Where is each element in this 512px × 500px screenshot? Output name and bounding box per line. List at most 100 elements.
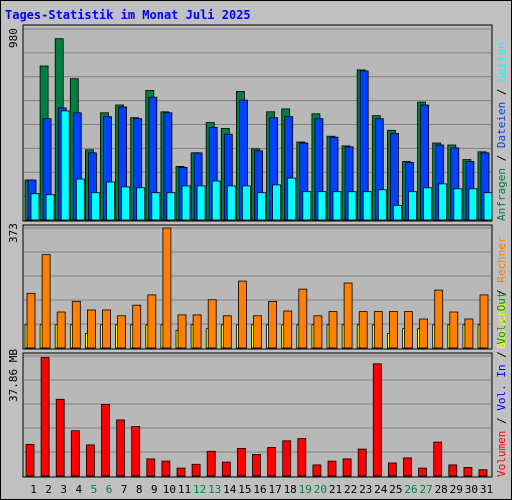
requests-bar-seiten-20 — [317, 191, 327, 221]
visits-ymax-label: 373 — [7, 223, 20, 243]
day-label-2: 2 — [45, 483, 52, 496]
volume-bar-volumen-18 — [282, 440, 292, 477]
visits-bar-rechner-28 — [434, 289, 444, 349]
day-label-8: 8 — [136, 483, 143, 496]
visits-bar-rechner-4 — [71, 300, 81, 349]
volume-bar-volumen-3 — [55, 398, 65, 477]
volume-bar-volumen-7 — [116, 419, 125, 477]
volume-bar-volumen-6 — [101, 403, 110, 477]
day-label-27: 27 — [419, 483, 432, 496]
visits-bar-rechner-31 — [479, 294, 489, 349]
visits-bar-rechner-10 — [162, 227, 172, 349]
day-label-1: 1 — [30, 483, 37, 496]
requests-bar-seiten-24 — [377, 189, 387, 221]
volume-bar-volumen-14 — [221, 461, 231, 477]
visits-bar-rechner-19 — [298, 288, 308, 349]
volume-bar-volumen-12 — [191, 463, 201, 477]
visits-bar-rechner-25 — [388, 311, 398, 349]
requests-bar-seiten-13 — [211, 180, 221, 221]
legend-separator: / — [495, 148, 508, 168]
volume-bar-volumen-26 — [403, 457, 412, 477]
visits-bar-rechner-27 — [419, 318, 429, 349]
visits-bar-rechner-14 — [222, 315, 232, 349]
volume-bar-volumen-5 — [86, 444, 95, 477]
visits-bar-rechner-21 — [328, 311, 338, 349]
volume-bar-volumen-25 — [387, 462, 397, 477]
requests-bar-seiten-11 — [181, 185, 191, 221]
day-label-28: 28 — [435, 483, 448, 496]
volume-bar-volumen-4 — [70, 430, 80, 477]
volume-bar-volumen-20 — [312, 464, 322, 477]
requests-bar-seiten-23 — [362, 191, 372, 221]
requests-bar-seiten-29 — [453, 188, 463, 221]
day-label-4: 4 — [75, 483, 82, 496]
day-label-12: 12 — [193, 483, 206, 496]
visits-bar-rechner-23 — [358, 311, 368, 349]
volume-bar-volumen-1 — [25, 443, 35, 477]
visits-bar-rechner-11 — [177, 314, 187, 349]
requests-ymax-label: 980 — [7, 28, 20, 48]
requests-bar-seiten-26 — [408, 191, 417, 221]
day-label-29: 29 — [450, 483, 463, 496]
requests-bar-seiten-3 — [60, 110, 70, 221]
day-label-31: 31 — [480, 483, 493, 496]
volume-bar-volumen-24 — [372, 363, 382, 477]
day-label-24: 24 — [374, 483, 388, 496]
volume-bar-volumen-27 — [418, 467, 428, 477]
visits-bar-rechner-15 — [237, 280, 247, 349]
chart-title: Tages-Statistik im Monat Juli 2025 — [5, 8, 251, 22]
day-label-19: 19 — [299, 483, 312, 496]
volume-legend: Volumen / Vol. In / Vol. Out — [495, 292, 508, 477]
visits-bar-rechner-6 — [102, 309, 111, 349]
legend-separator: / — [495, 345, 508, 365]
requests-bar-seiten-9 — [151, 192, 161, 221]
day-label-9: 9 — [151, 483, 158, 496]
visits-bar-rechner-13 — [207, 299, 217, 349]
requests-bar-seiten-10 — [166, 192, 176, 221]
day-label-17: 17 — [268, 483, 281, 496]
x-axis-day-labels: 1 2 3 4 5 6 7 8 9 10 11 12 13 14 15 16 17 18 19 20 21 22 23 24 2… — [30, 483, 493, 496]
visits-bar-rechner-20 — [313, 315, 323, 349]
requests-bar-seiten-18 — [287, 177, 297, 221]
legend-item-vol-out: Vol. Out — [495, 292, 508, 345]
requests-bar-seiten-2 — [45, 194, 55, 221]
legend-item-anfragen: Anfragen — [495, 168, 508, 221]
day-label-7: 7 — [121, 483, 128, 496]
requests-bar-seiten-14 — [226, 185, 236, 221]
day-label-14: 14 — [223, 483, 237, 496]
requests-legend: Anfragen / Dateien / Seiten — [495, 42, 508, 221]
visits-bar-rechner-9 — [147, 294, 157, 349]
volume-ymax-label: 37.86 MB — [7, 349, 20, 402]
day-label-6: 6 — [106, 483, 113, 496]
requests-bar-seiten-4 — [75, 178, 85, 221]
day-label-10: 10 — [163, 483, 176, 496]
volume-bar-volumen-17 — [267, 447, 277, 477]
volume-bar-volumen-30 — [463, 466, 473, 477]
volume-bar-volumen-28 — [433, 441, 443, 477]
requests-bar-seiten-7 — [121, 186, 130, 221]
day-label-22: 22 — [344, 483, 357, 496]
day-label-21: 21 — [329, 483, 342, 496]
visits-legend: Besuche / Rechner — [495, 236, 508, 349]
requests-bar-seiten-15 — [241, 185, 251, 221]
volume-bar-volumen-19 — [297, 438, 307, 477]
day-label-30: 30 — [465, 483, 478, 496]
day-label-23: 23 — [359, 483, 372, 496]
visits-bar-rechner-24 — [373, 311, 383, 349]
volume-bar-volumen-21 — [327, 460, 337, 477]
requests-bar-seiten-5 — [91, 192, 100, 221]
day-label-15: 15 — [238, 483, 251, 496]
visits-bar-rechner-30 — [464, 318, 474, 349]
visits-bar-rechner-8 — [132, 304, 142, 349]
legend-separator: / — [495, 283, 508, 303]
day-label-5: 5 — [91, 483, 98, 496]
day-label-18: 18 — [284, 483, 297, 496]
visits-bar-rechner-18 — [283, 310, 293, 349]
requests-bar-seiten-30 — [468, 188, 478, 221]
volume-bar-volumen-16 — [252, 453, 261, 477]
requests-bar-seiten-27 — [423, 187, 433, 221]
visits-bar-rechner-26 — [404, 311, 413, 349]
visits-bar-rechner-2 — [41, 254, 51, 349]
legend-separator: / — [495, 82, 508, 102]
